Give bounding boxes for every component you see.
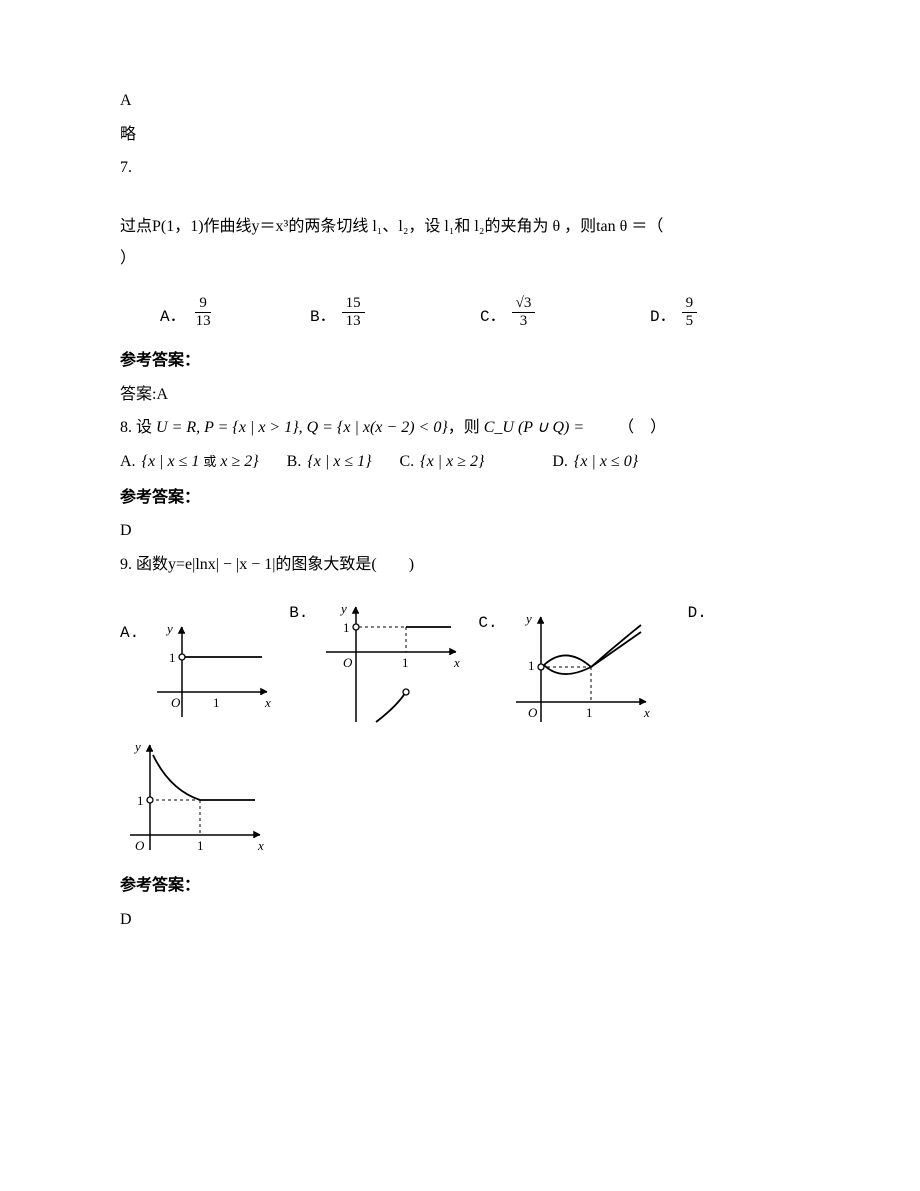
svg-text:1: 1 — [197, 838, 204, 853]
q8-option-D: D. {x | x ≤ 0} — [552, 449, 638, 475]
q7-stem-line2: ） — [120, 250, 136, 267]
q8-ref-label: 参考答案： — [120, 485, 800, 511]
q7-options: A． 9 13 B． 15 13 C． √3 3 D． 9 5 — [120, 295, 800, 331]
svg-text:x: x — [643, 705, 650, 720]
svg-text:1: 1 — [528, 658, 535, 673]
option-label: C. — [400, 449, 415, 475]
q7-option-B: B． 15 13 — [310, 295, 480, 331]
svg-text:O: O — [528, 705, 538, 720]
q7-stem: 过点P(1，1)作曲线y＝x³的两条切线 l₁、l₂，设 l₁和 l₂的夹角为 … — [120, 211, 800, 275]
option-label: C． — [480, 305, 506, 331]
svg-text:1: 1 — [213, 695, 220, 710]
denominator: 13 — [342, 313, 365, 330]
svg-text:y: y — [133, 739, 141, 754]
q9-graphs-row-2: y x O 1 1 — [120, 735, 800, 855]
svg-text:x: x — [257, 838, 264, 853]
q8-option-A: A. {x | x ≤ 1 或 x ≥ 2} — [120, 449, 259, 475]
option-label: A. — [120, 621, 139, 647]
q8-option-C: C. {x | x ≥ 2} — [400, 449, 485, 475]
numerator: 15 — [342, 295, 365, 313]
fraction: √3 3 — [512, 295, 536, 331]
option-label: D. — [552, 449, 568, 475]
q8-option-B: B. {x | x ≤ 1} — [287, 449, 372, 475]
option-label: A． — [160, 305, 186, 331]
fraction: 15 13 — [342, 295, 365, 331]
q9-graph-B-wrap: B. y x O 1 1 — [289, 597, 466, 727]
q8-paren: （ ） — [618, 419, 666, 436]
q9-answer: D — [120, 907, 800, 933]
q9-graph-C: y x O 1 1 — [506, 607, 656, 727]
q8-math-1: U = R, P = {x | x > 1}, Q = {x | x(x − 2… — [156, 419, 448, 436]
svg-text:1: 1 — [137, 793, 144, 808]
q7-option-D: D． 9 5 — [650, 295, 697, 331]
q9-graphs-row-1: A. y x O 1 1 B. y — [120, 597, 800, 727]
q8-stem-mid: ，则 — [448, 419, 480, 436]
svg-text:1: 1 — [343, 620, 350, 635]
set-expr: {x | x ≥ 2} — [420, 449, 484, 475]
svg-text:1: 1 — [586, 705, 593, 720]
set-expr: {x | x ≤ 0} — [574, 449, 638, 475]
q7-option-C: C． √3 3 — [480, 295, 650, 331]
option-label: A. — [120, 449, 136, 475]
q8-answer: D — [120, 518, 800, 544]
svg-text:y: y — [524, 611, 532, 626]
numerator: 9 — [682, 295, 698, 313]
option-label: B． — [310, 305, 336, 331]
option-label: C. — [478, 611, 497, 637]
svg-text:O: O — [343, 655, 353, 670]
fraction: 9 13 — [192, 295, 215, 331]
svg-text:y: y — [165, 621, 173, 636]
set-expr: {x | x ≤ 1 或 x ≥ 2} — [142, 449, 259, 475]
svg-text:O: O — [171, 695, 181, 710]
q8-options: A. {x | x ≤ 1 或 x ≥ 2} B. {x | x ≤ 1} C.… — [120, 449, 800, 475]
q7-ref-label: 参考答案： — [120, 348, 800, 374]
svg-text:x: x — [453, 655, 460, 670]
numerator: √3 — [512, 295, 536, 313]
denominator: 3 — [516, 313, 532, 330]
q9-graph-A: y x O 1 1 — [147, 617, 277, 727]
svg-text:x: x — [264, 695, 271, 710]
option-label: B. — [287, 449, 302, 475]
q8-number: 8. — [120, 419, 136, 436]
q9-stem-text: 函数y=e|lnx| − |x − 1|的图象大致是( ) — [136, 556, 414, 573]
option-label-D: D. — [688, 601, 707, 627]
option-label: D． — [650, 305, 676, 331]
q9-graph-C-wrap: C. y x O 1 1 — [478, 607, 655, 727]
q8-math-2: C_U (P ∪ Q) = — [484, 419, 584, 436]
q9-ref-label: 参考答案： — [120, 873, 800, 899]
denominator: 13 — [192, 313, 215, 330]
numerator: 9 — [195, 295, 211, 313]
prev-answer-letter: A — [120, 88, 800, 114]
svg-text:1: 1 — [169, 650, 176, 665]
denominator: 5 — [682, 313, 698, 330]
q8-stem-prefix: 设 — [136, 419, 152, 436]
q9-graph-A-wrap: A. y x O 1 1 — [120, 617, 277, 727]
q9-graph-B: y x O 1 1 — [316, 597, 466, 727]
q7-answer: 答案:A — [120, 382, 800, 408]
q9-stem: 9. 函数y=e|lnx| − |x − 1|的图象大致是( ) — [120, 552, 800, 578]
fraction: 9 5 — [682, 295, 698, 331]
svg-text:y: y — [339, 601, 347, 616]
option-label: B. — [289, 601, 308, 627]
svg-text:O: O — [135, 838, 145, 853]
q7-number: 7. — [120, 155, 800, 181]
set-expr: {x | x ≤ 1} — [307, 449, 371, 475]
q7-option-A: A． 9 13 — [160, 295, 310, 331]
q7-stem-line1: 过点P(1，1)作曲线y＝x³的两条切线 l₁、l₂，设 l₁和 l₂的夹角为 … — [120, 218, 663, 235]
q9-graph-D: y x O 1 1 — [120, 735, 270, 855]
svg-text:1: 1 — [402, 655, 409, 670]
prev-answer-brief: 略 — [120, 122, 800, 148]
q8-stem: 8. 设 U = R, P = {x | x > 1}, Q = {x | x(… — [120, 415, 800, 441]
q9-number: 9. — [120, 556, 136, 573]
